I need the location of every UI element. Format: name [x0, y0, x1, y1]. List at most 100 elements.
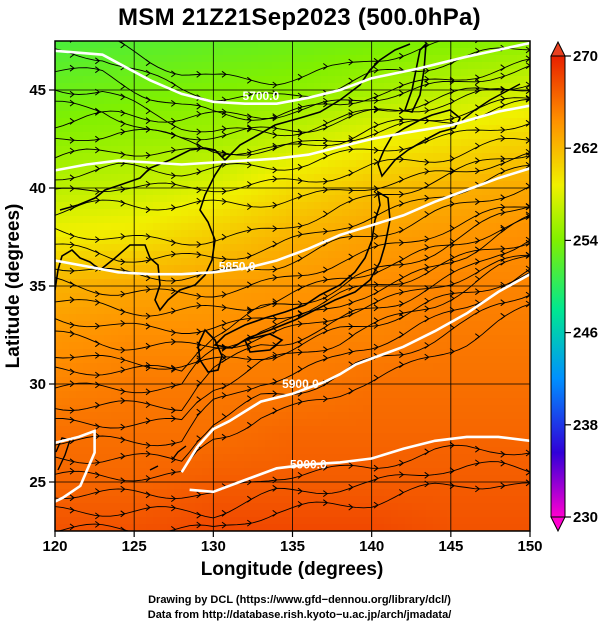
field-cell — [503, 524, 511, 531]
field-cell — [370, 258, 378, 266]
field-cell — [489, 461, 497, 469]
field-cell — [76, 363, 84, 371]
field-cell — [335, 524, 343, 531]
field-cell — [90, 335, 98, 343]
field-cell — [118, 391, 126, 399]
field-cell — [153, 230, 161, 238]
field-cell — [160, 489, 168, 497]
field-cell — [258, 307, 266, 315]
field-cell — [342, 125, 350, 133]
field-cell — [55, 412, 63, 420]
field-cell — [251, 111, 259, 119]
field-cell — [524, 76, 530, 84]
field-cell — [342, 258, 350, 266]
field-cell — [181, 41, 189, 49]
field-cell — [153, 97, 161, 105]
field-cell — [90, 300, 98, 308]
field-cell — [384, 174, 392, 182]
field-cell — [440, 181, 448, 189]
field-cell — [160, 230, 168, 238]
field-cell — [160, 510, 168, 518]
field-cell — [475, 202, 483, 210]
field-cell — [496, 440, 504, 448]
field-cell — [342, 209, 350, 217]
field-cell — [160, 300, 168, 308]
field-cell — [83, 265, 91, 273]
field-cell — [83, 167, 91, 175]
field-cell — [300, 251, 308, 259]
field-cell — [132, 195, 140, 203]
field-cell — [62, 300, 70, 308]
field-cell — [202, 454, 210, 462]
field-cell — [377, 272, 385, 280]
field-cell — [412, 524, 420, 531]
field-cell — [293, 118, 301, 126]
field-cell — [62, 370, 70, 378]
field-cell — [251, 349, 259, 357]
field-cell — [405, 258, 413, 266]
field-cell — [69, 76, 77, 84]
field-cell — [258, 363, 266, 371]
field-cell — [349, 167, 357, 175]
streamline-arrow — [171, 338, 177, 346]
field-cell — [174, 62, 182, 70]
field-cell — [195, 97, 203, 105]
field-cell — [426, 76, 434, 84]
field-cell — [69, 433, 77, 441]
field-cell — [454, 482, 462, 490]
field-cell — [377, 104, 385, 112]
field-cell — [181, 405, 189, 413]
field-cell — [307, 55, 315, 63]
field-cell — [412, 237, 420, 245]
field-cell — [216, 209, 224, 217]
field-cell — [69, 454, 77, 462]
field-cell — [433, 412, 441, 420]
field-cell — [433, 216, 441, 224]
field-cell — [76, 265, 84, 273]
field-cell — [97, 398, 105, 406]
field-cell — [216, 195, 224, 203]
field-cell — [517, 90, 525, 98]
field-cell — [97, 356, 105, 364]
field-cell — [440, 132, 448, 140]
field-cell — [244, 272, 252, 280]
field-cell — [489, 118, 497, 126]
field-cell — [384, 104, 392, 112]
field-cell — [377, 370, 385, 378]
field-cell — [230, 83, 238, 91]
field-cell — [90, 90, 98, 98]
field-cell — [97, 272, 105, 280]
field-cell — [524, 377, 530, 385]
field-cell — [321, 468, 329, 476]
field-cell — [370, 447, 378, 455]
field-cell — [209, 167, 217, 175]
field-cell — [202, 363, 210, 371]
field-cell — [335, 510, 343, 518]
field-cell — [377, 69, 385, 77]
field-cell — [76, 125, 84, 133]
field-cell — [153, 272, 161, 280]
field-cell — [335, 55, 343, 63]
streamline-arrow — [247, 421, 253, 429]
field-cell — [370, 391, 378, 399]
field-cell — [328, 398, 336, 406]
field-cell — [328, 174, 336, 182]
field-cell — [314, 90, 322, 98]
streamline-arrow — [120, 356, 126, 364]
field-cell — [328, 517, 336, 525]
field-cell — [300, 293, 308, 301]
field-cell — [174, 398, 182, 406]
field-cell — [342, 216, 350, 224]
field-cell — [496, 202, 504, 210]
field-cell — [237, 62, 245, 70]
field-cell — [111, 41, 119, 49]
field-cell — [335, 328, 343, 336]
field-cell — [356, 314, 364, 322]
field-cell — [433, 426, 441, 434]
field-cell — [125, 90, 133, 98]
field-cell — [503, 279, 511, 287]
field-cell — [482, 391, 490, 399]
streamline-arrow — [272, 407, 278, 415]
field-cell — [321, 41, 329, 49]
streamline-arrow — [323, 464, 329, 471]
